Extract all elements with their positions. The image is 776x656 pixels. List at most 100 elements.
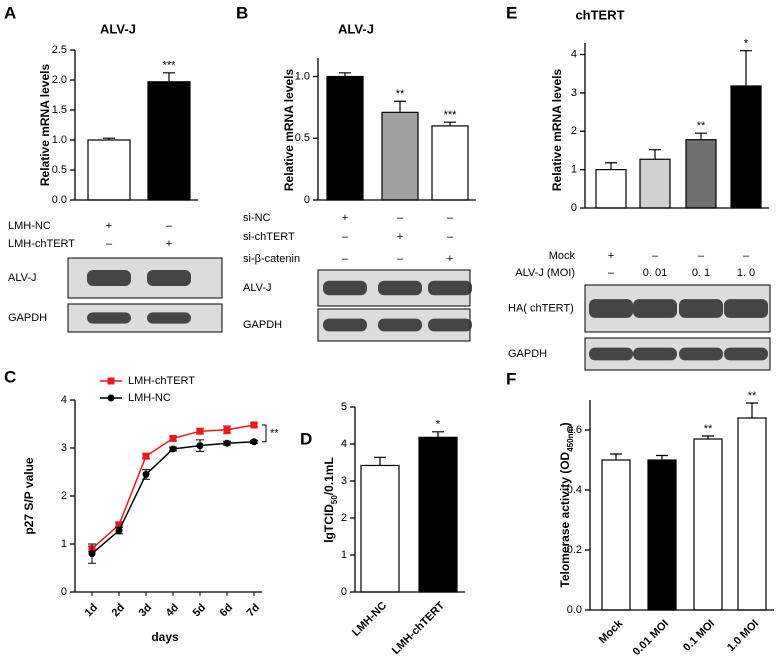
y-axis-label: lgTCID50/0.1mL	[322, 457, 338, 543]
x-tick-label: 3d	[137, 602, 155, 620]
condition-mark: –	[342, 231, 349, 243]
y-tick-label: 3	[571, 87, 577, 99]
blot-label: HA( chTERT)	[508, 302, 574, 314]
x-tick-label: LMH-chTERT	[390, 599, 448, 656]
y-tick-label: 2	[341, 512, 347, 524]
x-tick-label: 1.0 MOI	[725, 618, 761, 654]
bar	[639, 158, 671, 209]
y-tick-label: 4	[571, 48, 577, 60]
condition-mark: –	[342, 253, 349, 265]
marker	[142, 470, 150, 478]
y-axis-label-sub: 450nm	[566, 426, 575, 451]
error-bar	[610, 453, 622, 460]
y-tick-label: 0.2	[567, 544, 582, 556]
legend-label: LMH-chTERT	[128, 375, 195, 387]
y-axis-label-text: Relative mRNA levels	[550, 69, 564, 192]
marker	[115, 527, 123, 535]
y-tick-label: 1	[61, 538, 67, 550]
panel-letter: E	[506, 3, 517, 22]
y-tick-label: 0	[341, 586, 347, 598]
blot-band	[589, 347, 633, 361]
y-tick-label: 2.5	[52, 44, 67, 56]
marker	[115, 521, 123, 529]
condition-label: LMH-chTERT	[8, 238, 75, 250]
chart-title: ALV-J	[100, 21, 136, 36]
y-tick-label: 1.5	[52, 104, 67, 116]
error-bar	[649, 149, 661, 160]
panel-letter: D	[300, 429, 312, 448]
panel-letter: F	[506, 369, 516, 388]
y-tick-label: 0.6	[567, 424, 582, 436]
error-bar	[444, 121, 456, 126]
x-tick-label: LMH-NC	[350, 600, 389, 639]
condition-label: si-chTERT	[243, 231, 295, 243]
bar	[418, 436, 458, 593]
y-tick-label: 3	[341, 475, 347, 487]
legend-marker	[107, 394, 115, 402]
marker	[88, 550, 96, 558]
error-bar	[374, 456, 386, 466]
y-axis-label: Relative mRNA levels	[38, 64, 52, 187]
bar	[431, 125, 469, 201]
error-bar	[163, 72, 175, 82]
condition-label: si-β-catenin	[243, 253, 300, 265]
condition-label: si-NC	[243, 212, 271, 224]
y-tick-label: 2	[571, 125, 577, 137]
y-axis-label-text: p27 S/P value	[22, 457, 36, 534]
x-tick-label: 0.01 MOI	[631, 618, 671, 656]
x-tick-label: Mock	[597, 617, 626, 646]
y-tick-label: 0.0	[52, 194, 67, 206]
condition-mark: 1. 0	[737, 267, 755, 279]
x-tick-label: 1d	[83, 602, 101, 620]
error-bar	[103, 137, 115, 140]
error-bar	[695, 132, 707, 140]
x-tick-label: 4d	[164, 602, 182, 620]
condition-mark: –	[397, 253, 404, 265]
marker	[223, 439, 231, 447]
blot-band	[147, 270, 191, 286]
blot-label: ALV-J	[8, 272, 37, 284]
significance: ***	[163, 60, 177, 72]
y-axis-label-text: )	[558, 422, 572, 426]
y-tick-label: 1	[571, 164, 577, 176]
y-axis-label-text: /0.1mL	[322, 457, 336, 495]
blot-label: GAPDH	[508, 348, 547, 360]
marker	[250, 421, 258, 429]
error-bar	[605, 162, 617, 170]
significance: **	[270, 427, 279, 439]
bar	[360, 464, 400, 593]
condition-label: Mock	[549, 250, 576, 262]
y-tick-label: 5	[341, 401, 347, 413]
bar	[326, 75, 364, 201]
blot-band	[679, 347, 723, 361]
chart-title: ALV-J	[338, 21, 374, 36]
y-tick-label: 0.5	[52, 164, 67, 176]
significance: **	[748, 390, 757, 402]
significance: *	[436, 419, 441, 431]
blot-band	[633, 299, 677, 318]
y-tick-label: 1.0	[295, 70, 310, 82]
blot-band	[323, 280, 367, 296]
blot-band	[679, 299, 723, 318]
significance: ***	[444, 109, 458, 121]
marker	[169, 445, 177, 453]
x-tick-label: 5d	[191, 602, 209, 620]
bar	[647, 459, 677, 611]
blot-label: GAPDH	[243, 319, 282, 331]
condition-mark: –	[397, 212, 404, 224]
blot-band	[378, 280, 422, 296]
bar	[601, 459, 631, 611]
x-tick-label: 6d	[218, 602, 236, 620]
y-tick-label: 0	[571, 202, 577, 214]
error-bar	[740, 50, 752, 86]
y-tick-label: 0	[61, 586, 67, 598]
blot-band	[428, 280, 472, 296]
y-tick-label: 0	[304, 194, 310, 206]
bar	[147, 81, 191, 201]
significance: **	[697, 120, 706, 132]
condition-mark: –	[447, 231, 454, 243]
blot-band	[428, 318, 472, 332]
condition-mark: –	[608, 267, 615, 279]
blot-band	[633, 347, 677, 361]
x-tick-label: 0.1 MOI	[681, 618, 717, 654]
